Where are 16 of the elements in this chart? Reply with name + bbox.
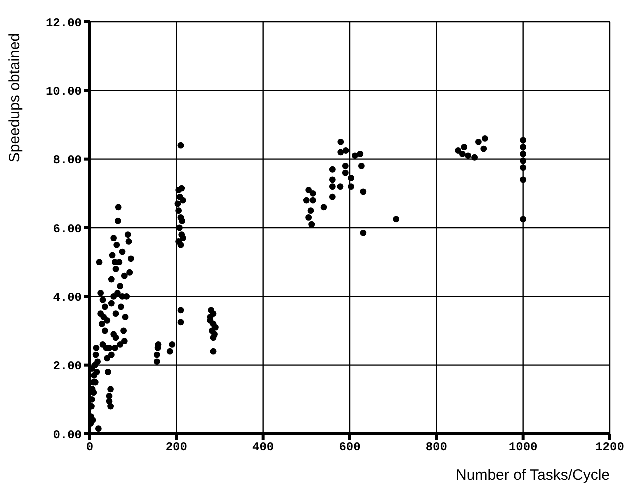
y-axis-title: Speedups obtained (6, 33, 24, 163)
x-tick-label: 0 (86, 440, 94, 455)
x-tick-label: 200 (166, 440, 188, 455)
y-tick-label: 2.00 (53, 360, 82, 374)
x-tick-label: 1000 (508, 440, 538, 455)
y-tick-label: 4.00 (53, 290, 82, 305)
y-tick-label: 6.00 (53, 222, 82, 236)
x-axis-title: Number of Tasks/Cycle (456, 467, 610, 484)
x-tick-label: 1200 (596, 440, 624, 455)
y-tick-label: 10.00 (46, 84, 82, 99)
x-tick-label: 600 (339, 440, 361, 455)
y-tick-label: 8.00 (53, 154, 82, 168)
y-tick-label: 12.00 (46, 16, 82, 30)
x-tick-label: 800 (426, 440, 448, 455)
x-tick-label: 400 (252, 440, 274, 455)
y-tick-label: 0.00 (53, 428, 82, 442)
